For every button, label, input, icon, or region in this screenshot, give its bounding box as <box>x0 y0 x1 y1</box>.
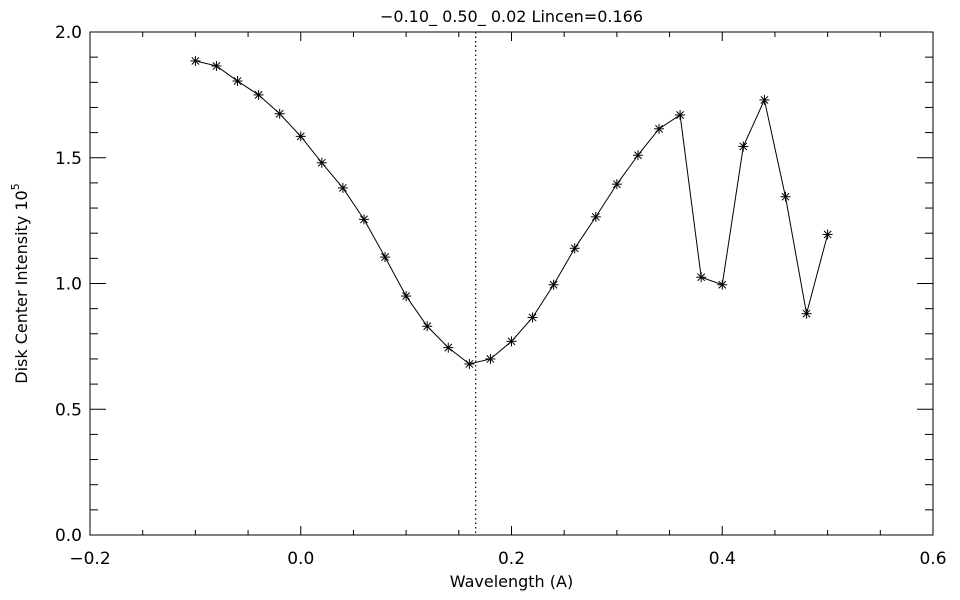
data-point-marker <box>358 214 369 225</box>
x-tick-label: 0.6 <box>919 549 946 569</box>
y-tick-label: 0.5 <box>55 400 82 420</box>
data-point-marker <box>675 109 686 120</box>
data-point-marker <box>738 141 749 152</box>
data-point-marker <box>759 94 770 105</box>
data-point-marker <box>401 291 412 302</box>
data-point-marker <box>485 353 496 364</box>
data-point-marker <box>380 252 391 263</box>
x-axis-label: Wavelength (A) <box>450 572 573 591</box>
x-tick-labels: −0.2 0.0 0.2 0.4 0.6 <box>69 549 946 569</box>
y-tick-label: 0.0 <box>55 526 82 546</box>
data-point-marker <box>696 272 707 283</box>
data-point-marker <box>569 243 580 254</box>
x-tick-label: −0.2 <box>69 549 110 569</box>
data-point-marker <box>780 191 791 202</box>
chart-title: −0.10_ 0.50_ 0.02 Lincen=0.166 <box>380 7 643 27</box>
data-point-marker <box>632 150 643 161</box>
data-point-marker <box>253 89 264 100</box>
data-point-marker <box>801 308 812 319</box>
y-axis-label-exponent: 5 <box>9 183 22 190</box>
data-point-marker <box>548 279 559 290</box>
data-point-marker <box>611 179 622 190</box>
data-point-marker <box>232 76 243 87</box>
data-point-marker <box>190 55 201 66</box>
plot-frame <box>89 31 934 536</box>
data-point-marker <box>822 229 833 240</box>
series-line <box>195 60 829 365</box>
data-point-marker <box>337 182 348 193</box>
data-point-marker <box>717 279 728 290</box>
y-axis-label-main: Disk Center Intensity 10 <box>12 190 31 383</box>
y-axis-label: Disk Center Intensity 105 <box>9 183 31 383</box>
data-point-marker <box>443 342 454 353</box>
axis-ticks <box>89 31 934 536</box>
data-point-marker <box>422 321 433 332</box>
data-point-marker <box>506 336 517 347</box>
data-point-marker <box>590 211 601 222</box>
data-point-marker <box>654 123 665 134</box>
x-tick-label: 0.2 <box>498 549 525 569</box>
data-markers <box>190 55 833 369</box>
data-point-marker <box>295 131 306 142</box>
y-tick-label: 1.5 <box>55 149 82 169</box>
data-point-marker <box>211 60 222 71</box>
data-point-marker <box>527 312 538 323</box>
y-tick-label: 1.0 <box>55 275 82 295</box>
data-point-marker <box>274 108 285 119</box>
x-tick-label: 0.4 <box>709 549 736 569</box>
y-tick-labels: 0.0 0.5 1.0 1.5 2.0 <box>55 23 82 546</box>
data-point-marker <box>316 157 327 168</box>
x-tick-label: 0.0 <box>287 549 314 569</box>
data-point-marker <box>464 358 475 369</box>
y-tick-label: 2.0 <box>55 23 82 43</box>
